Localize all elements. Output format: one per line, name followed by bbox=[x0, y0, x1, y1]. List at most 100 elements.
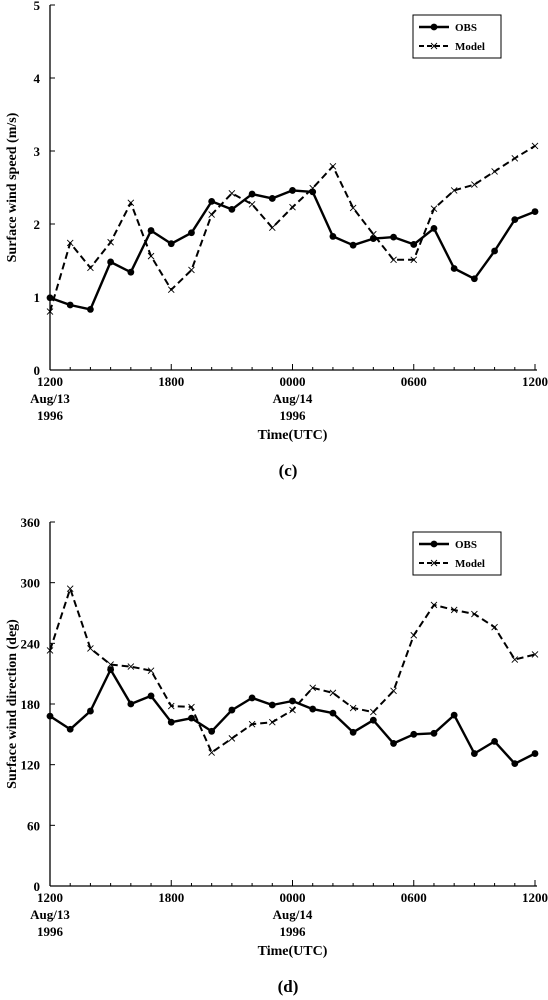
legend-box bbox=[412, 531, 502, 576]
data-point-obs bbox=[147, 227, 155, 234]
data-point-model bbox=[471, 181, 478, 188]
y-tick-label: 5 bbox=[34, 0, 41, 13]
x-tick-label: 0600 bbox=[401, 374, 427, 389]
data-point-obs bbox=[450, 711, 458, 719]
data-point-obs bbox=[511, 216, 519, 224]
y-axis-label: Surface wind speed (m/s) bbox=[5, 112, 20, 262]
data-point-obs bbox=[268, 195, 276, 202]
data-point-model bbox=[167, 286, 175, 294]
data-point-model bbox=[208, 211, 215, 218]
x-axis-label: Time(UTC) bbox=[258, 428, 328, 443]
data-point-model bbox=[450, 606, 458, 614]
data-point-obs bbox=[289, 697, 296, 705]
x-tick-label: 1200 bbox=[522, 890, 548, 905]
x-tick-label: 1200 bbox=[522, 374, 548, 389]
data-point-model bbox=[248, 200, 256, 208]
data-point-obs bbox=[430, 224, 438, 232]
data-point-model bbox=[127, 663, 135, 670]
data-point-obs bbox=[470, 275, 478, 283]
data-point-model bbox=[147, 667, 155, 674]
data-point-obs bbox=[66, 301, 74, 309]
data-point-obs bbox=[268, 701, 276, 709]
data-point-model bbox=[309, 184, 317, 192]
data-point-model bbox=[188, 703, 195, 711]
data-point-obs bbox=[208, 727, 216, 735]
data-point-obs bbox=[369, 716, 377, 724]
data-point-obs bbox=[228, 206, 236, 213]
data-point-obs bbox=[531, 208, 539, 215]
data-point-obs bbox=[329, 709, 337, 717]
data-point-obs bbox=[46, 712, 54, 720]
data-point-model bbox=[228, 190, 236, 197]
data-point-obs bbox=[167, 718, 175, 726]
data-point-obs bbox=[188, 229, 195, 237]
data-point-model bbox=[491, 168, 498, 175]
data-point-model bbox=[511, 154, 519, 162]
data-point-model bbox=[309, 684, 317, 692]
legend-box bbox=[412, 14, 502, 59]
x-tick-label: Aug/13 bbox=[30, 907, 70, 922]
data-point-model bbox=[107, 661, 114, 668]
data-point-model bbox=[329, 689, 337, 697]
data-point-model bbox=[107, 238, 114, 246]
data-point-obs bbox=[127, 700, 135, 708]
legend-label-obs: OBS bbox=[455, 539, 477, 551]
data-point-obs bbox=[107, 666, 115, 674]
data-point-obs bbox=[188, 714, 195, 722]
legend-marker-obs bbox=[430, 23, 438, 31]
data-point-model bbox=[511, 656, 519, 663]
y-tick-label: 240 bbox=[21, 636, 41, 651]
chart-panel-d: 0 60 120 180 240 300 360 1200 Aug/13 1996 1800 0000… bbox=[5, 515, 548, 996]
x-axis-label: Time(UTC) bbox=[258, 944, 328, 959]
data-point-model bbox=[349, 704, 357, 712]
data-point-obs bbox=[248, 694, 256, 702]
y-tick-label: 1 bbox=[34, 290, 41, 305]
data-point-obs bbox=[228, 706, 236, 714]
data-point-obs bbox=[289, 187, 296, 194]
data-point-model bbox=[167, 702, 175, 710]
data-point-model bbox=[370, 230, 377, 238]
data-point-model bbox=[268, 224, 276, 231]
legend-marker-model bbox=[430, 559, 438, 567]
x-tick-label: 0000 bbox=[280, 890, 306, 905]
legend-marker-model bbox=[430, 42, 438, 50]
data-point-obs bbox=[410, 730, 418, 738]
x-tick-label: 1200 bbox=[37, 890, 63, 905]
y-tick-label: 360 bbox=[21, 515, 41, 530]
data-point-obs bbox=[147, 692, 155, 700]
series-obs bbox=[46, 187, 539, 313]
data-point-obs bbox=[46, 294, 54, 302]
x-tick-label: Aug/14 bbox=[273, 907, 313, 922]
data-point-obs bbox=[410, 241, 418, 248]
data-point-model bbox=[228, 735, 236, 742]
data-point-model bbox=[410, 631, 418, 639]
x-tick-label: Aug/13 bbox=[30, 391, 70, 406]
data-point-model bbox=[531, 651, 539, 658]
data-point-model bbox=[531, 142, 539, 150]
y-tick-label: 3 bbox=[34, 144, 41, 159]
data-point-obs bbox=[430, 729, 438, 737]
chart-panel-c: 0 1 2 3 4 5 1200 Aug/13 1996 1800 0000 Aug/14 1996 06… bbox=[5, 0, 548, 480]
data-point-model bbox=[410, 256, 418, 264]
data-point-model bbox=[471, 610, 478, 618]
x-tick-label: 0000 bbox=[280, 374, 306, 389]
x-tick-label: 1200 bbox=[37, 374, 63, 389]
data-point-model bbox=[46, 308, 54, 315]
data-point-model bbox=[268, 718, 276, 726]
y-tick-label: 300 bbox=[21, 576, 41, 591]
data-point-model bbox=[289, 706, 296, 714]
data-point-obs bbox=[349, 728, 357, 736]
legend-label-model: Model bbox=[455, 41, 485, 53]
x-tick-label: 0600 bbox=[401, 890, 427, 905]
y-tick-label: 0 bbox=[34, 363, 41, 378]
data-point-model bbox=[248, 720, 256, 728]
data-point-obs bbox=[87, 707, 94, 715]
data-point-obs bbox=[450, 265, 458, 272]
series-line-obs bbox=[49, 668, 536, 765]
data-point-model bbox=[289, 203, 296, 211]
panel-label: (c) bbox=[279, 461, 298, 480]
data-point-obs bbox=[107, 258, 115, 266]
data-point-model bbox=[188, 266, 195, 274]
y-tick-label: 0 bbox=[34, 879, 41, 894]
